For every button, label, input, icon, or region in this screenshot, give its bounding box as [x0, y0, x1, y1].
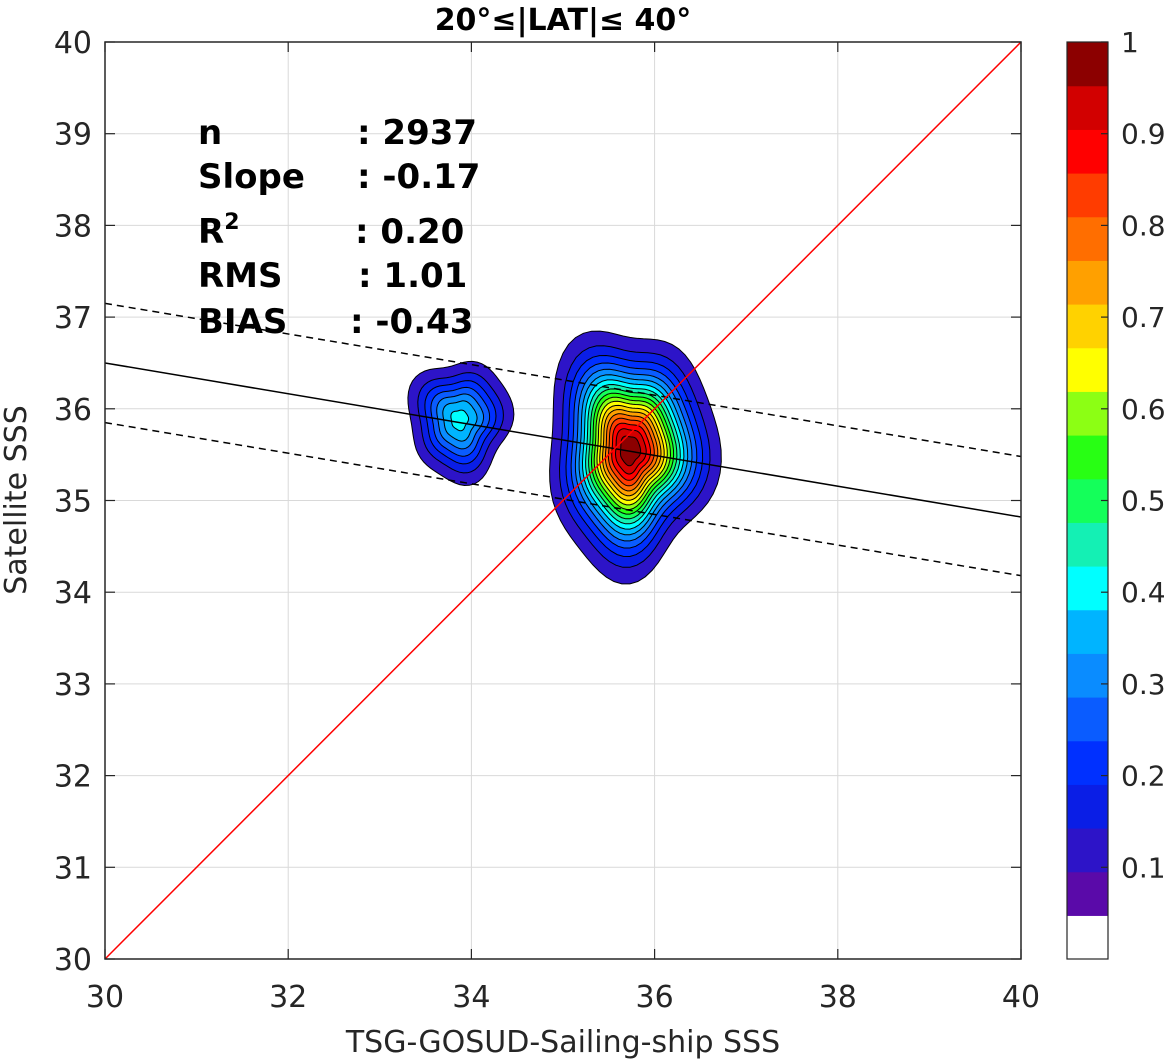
- x-tick-label: 34: [452, 980, 490, 1015]
- colorbar-tick-label: 0.4: [1121, 576, 1166, 609]
- colorbar-tick-label: 0.6: [1121, 393, 1166, 426]
- colorbar-segment: [1067, 915, 1108, 960]
- colorbar-segment: [1067, 216, 1108, 261]
- colorbar-tick-label: 0.2: [1121, 760, 1166, 793]
- regression-line: [105, 362, 1021, 518]
- y-tick-label: 30: [54, 943, 92, 978]
- x-tick-label: 30: [86, 980, 124, 1015]
- y-tick-label: 38: [54, 209, 92, 244]
- colorbar-tick-label: 0.8: [1121, 209, 1166, 242]
- lower-bound-dashed-line: [105, 421, 1021, 577]
- stat-rms-value: : 1.01: [358, 256, 467, 296]
- y-tick-label: 40: [54, 26, 92, 61]
- contour-level: [450, 409, 470, 432]
- colorbar-segment: [1067, 609, 1108, 654]
- colorbar-segment: [1067, 871, 1108, 916]
- colorbar-segment: [1067, 42, 1108, 87]
- colorbar-segment: [1067, 784, 1108, 829]
- colorbar-tick-label: 0.5: [1121, 485, 1166, 518]
- stat-bias-value: : -0.43: [350, 302, 473, 342]
- y-tick-label: 36: [54, 393, 92, 428]
- stat-rms-label: RMS: [198, 256, 283, 296]
- colorbar-segment: [1067, 85, 1108, 130]
- colorbar: 0.1 0.2 0.3 0.4 0.5 0.6 0.7 0.8 0.9 1: [1066, 26, 1166, 960]
- colorbar-segment: [1067, 304, 1108, 349]
- y-axis-title: Satellite SSS: [0, 405, 34, 595]
- stat-r2-label: R2: [198, 210, 240, 252]
- stat-n-value: : 2937: [357, 113, 477, 153]
- colorbar-tick-label: 0.1: [1121, 851, 1166, 884]
- colorbar-segment: [1067, 347, 1108, 392]
- density-cluster: [549, 330, 722, 585]
- y-tick-label: 35: [54, 485, 92, 520]
- upper-bound-dashed-line: [105, 302, 1021, 458]
- colorbar-segment: [1067, 566, 1108, 611]
- colorbar-tick-label: 0.3: [1121, 668, 1166, 701]
- colorbar-segment: [1067, 653, 1108, 698]
- grid-lines: [104, 41, 1022, 960]
- reference-lines: [105, 42, 1021, 959]
- x-tick-label: 40: [1002, 980, 1040, 1015]
- x-tick-label: 38: [819, 980, 857, 1015]
- colorbar-segment: [1067, 828, 1108, 873]
- colorbar-tick-label: 0.9: [1121, 118, 1166, 151]
- colorbar-segment: [1067, 129, 1108, 174]
- stat-n-label: n: [198, 113, 222, 153]
- stat-slope-label: Slope: [198, 157, 305, 197]
- x-tick-label: 36: [636, 980, 674, 1015]
- colorbar-segment: [1067, 260, 1108, 305]
- colorbar-tick-label: 0.7: [1121, 301, 1166, 334]
- colorbar-segment: [1067, 740, 1108, 785]
- axis-ticks: 30 32 34 36 38 40 30 31 32 33 34 35 36 37 38 39 40: [54, 26, 1040, 1015]
- y-tick-label: 39: [54, 118, 92, 153]
- y-tick-label: 33: [54, 668, 92, 703]
- x-tick-label: 32: [269, 980, 307, 1015]
- stats-annotation: n : 2937 Slope : -0.17 R2 : 0.20 RMS : 1…: [198, 113, 480, 342]
- stat-bias-label: BIAS: [198, 302, 287, 342]
- colorbar-segment: [1067, 391, 1108, 436]
- chart-title: 20°≤|LAT|≤ 40°: [435, 3, 692, 38]
- y-tick-label: 32: [54, 760, 92, 795]
- x-axis-title: TSG-GOSUD-Sailing-ship SSS: [345, 1025, 780, 1060]
- stat-r2-value: : 0.20: [355, 212, 464, 252]
- y-tick-label: 37: [54, 301, 92, 336]
- colorbar-segment: [1067, 173, 1108, 218]
- stat-slope-value: : -0.17: [357, 157, 480, 197]
- colorbar-segment: [1067, 522, 1108, 567]
- y-tick-label: 34: [54, 576, 92, 611]
- colorbar-segment: [1067, 435, 1108, 480]
- stat-r2-superscript: 2: [224, 210, 239, 235]
- identity-line: [105, 42, 1021, 959]
- colorbar-tick-label: 1: [1121, 26, 1139, 59]
- colorbar-segment: [1067, 697, 1108, 742]
- y-tick-label: 31: [54, 851, 92, 886]
